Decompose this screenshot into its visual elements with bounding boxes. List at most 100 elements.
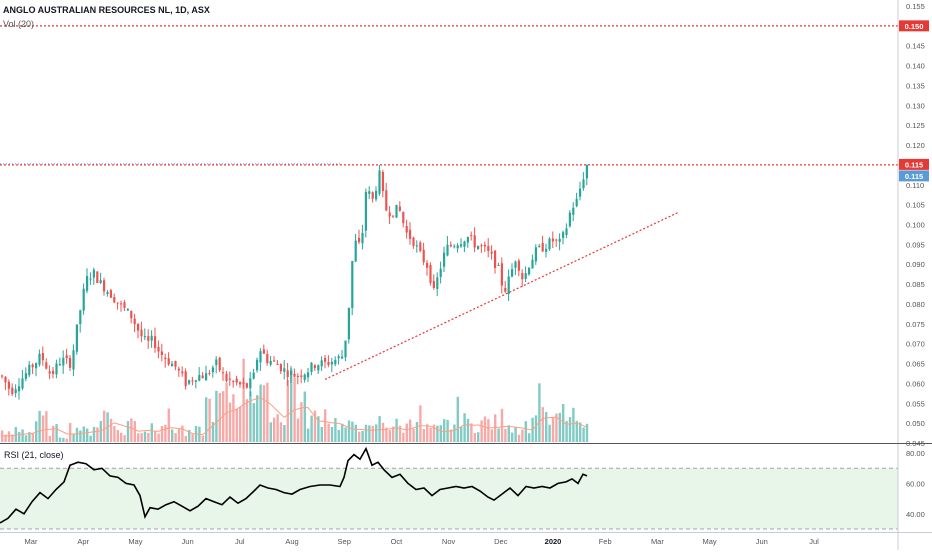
price-badge-0150: 0.150	[905, 22, 924, 31]
volume-bar	[351, 421, 354, 442]
volume-bar	[300, 402, 303, 442]
candle-body	[320, 360, 323, 367]
volume-bar	[41, 415, 45, 442]
volume-bar	[205, 397, 208, 442]
volume-bar	[273, 417, 276, 442]
candle-body	[65, 355, 68, 359]
candle-body	[58, 364, 61, 366]
volume-bar	[582, 427, 585, 442]
candlestick-series	[1, 164, 588, 400]
volume-bar	[477, 432, 480, 442]
candle-body	[266, 353, 269, 364]
rsi-indicator-label[interactable]: RSI (21, close)	[4, 450, 64, 460]
volume-bar	[453, 424, 456, 442]
candle-body	[245, 383, 248, 388]
volume-bar	[402, 432, 405, 442]
candle-body	[388, 212, 391, 217]
volume-bar	[249, 391, 252, 442]
drawing-annotations[interactable]	[0, 25, 898, 380]
rsi-tick-label: 60.00	[906, 479, 925, 488]
candle-body	[232, 381, 235, 383]
volume-bar	[317, 416, 320, 442]
volume-bar	[500, 408, 504, 442]
time-tick-label: Apr	[77, 537, 89, 546]
price-tick-label: 0.050	[906, 419, 925, 428]
candle-body	[497, 264, 500, 266]
price-tick-label: 0.110	[906, 181, 924, 190]
volume-bar	[262, 385, 266, 442]
volume-bar	[313, 410, 317, 442]
candle-body	[167, 358, 170, 365]
candle-body	[296, 375, 299, 377]
candle-body	[490, 251, 493, 254]
volume-bar	[449, 429, 453, 442]
chart-title: ANGLO AUSTRALIAN RESOURCES NL, 1D, ASX	[3, 5, 210, 15]
volume-bar	[361, 431, 364, 442]
candle-body	[354, 240, 357, 262]
volume-bar	[551, 417, 555, 442]
candle-body	[52, 370, 55, 375]
volume-bar	[480, 420, 483, 442]
candle-body	[582, 179, 585, 189]
volume-bar	[31, 432, 34, 442]
candle-body	[392, 215, 395, 217]
time-tick-label: Jul	[235, 537, 245, 546]
candle-body	[572, 207, 575, 215]
volume-bar	[368, 425, 371, 442]
volume-bar	[528, 433, 531, 442]
candle-body	[405, 225, 408, 233]
time-tick-label: Dec	[494, 537, 508, 546]
candle-body	[300, 375, 303, 377]
volume-bar	[28, 432, 31, 442]
volume-bar	[259, 384, 262, 442]
candle-body	[150, 335, 153, 341]
candle-body	[453, 246, 456, 248]
volume-bar	[334, 418, 337, 442]
candle-body	[334, 359, 337, 365]
volume-bar	[201, 435, 204, 442]
volume-indicator-label[interactable]: Vol (20)	[3, 19, 35, 29]
candle-body	[133, 318, 136, 325]
candle-body	[181, 371, 184, 374]
price-tick-label: 0.095	[906, 240, 925, 249]
volume-bar	[381, 422, 385, 442]
candle-body	[565, 228, 568, 235]
time-tick-label: Jun	[182, 537, 194, 546]
volume-bar	[82, 426, 85, 442]
candle-body	[55, 363, 58, 375]
candle-body	[174, 360, 177, 367]
candle-body	[7, 381, 10, 389]
candle-body	[368, 191, 371, 194]
volume-bar	[239, 406, 242, 442]
candle-body	[436, 277, 439, 289]
candle-body	[460, 244, 463, 247]
candle-body	[443, 252, 446, 267]
candle-body	[548, 238, 551, 250]
candle-body	[113, 297, 116, 303]
candle-body	[103, 280, 106, 292]
candle-body	[194, 380, 197, 382]
candle-body	[92, 269, 95, 278]
volume-bar	[371, 425, 374, 442]
price-tick-label: 0.080	[906, 300, 925, 309]
support-trend-line	[324, 212, 679, 380]
volume-bar	[572, 407, 575, 442]
volume-bar	[62, 437, 65, 442]
candle-body	[371, 192, 374, 199]
volume-bar	[303, 391, 306, 442]
volume-bar	[133, 421, 136, 442]
candle-body	[239, 382, 242, 385]
candle-body	[575, 198, 578, 207]
volume-bar	[130, 418, 133, 442]
candle-body	[269, 360, 272, 365]
candle-body	[184, 371, 187, 386]
candle-body	[41, 353, 44, 361]
volume-bar	[538, 383, 541, 442]
volume-bar	[497, 428, 500, 442]
candle-body	[402, 212, 405, 224]
candle-body	[494, 250, 497, 268]
price-tick-label: 0.130	[906, 101, 925, 110]
volume-bar	[456, 396, 459, 442]
